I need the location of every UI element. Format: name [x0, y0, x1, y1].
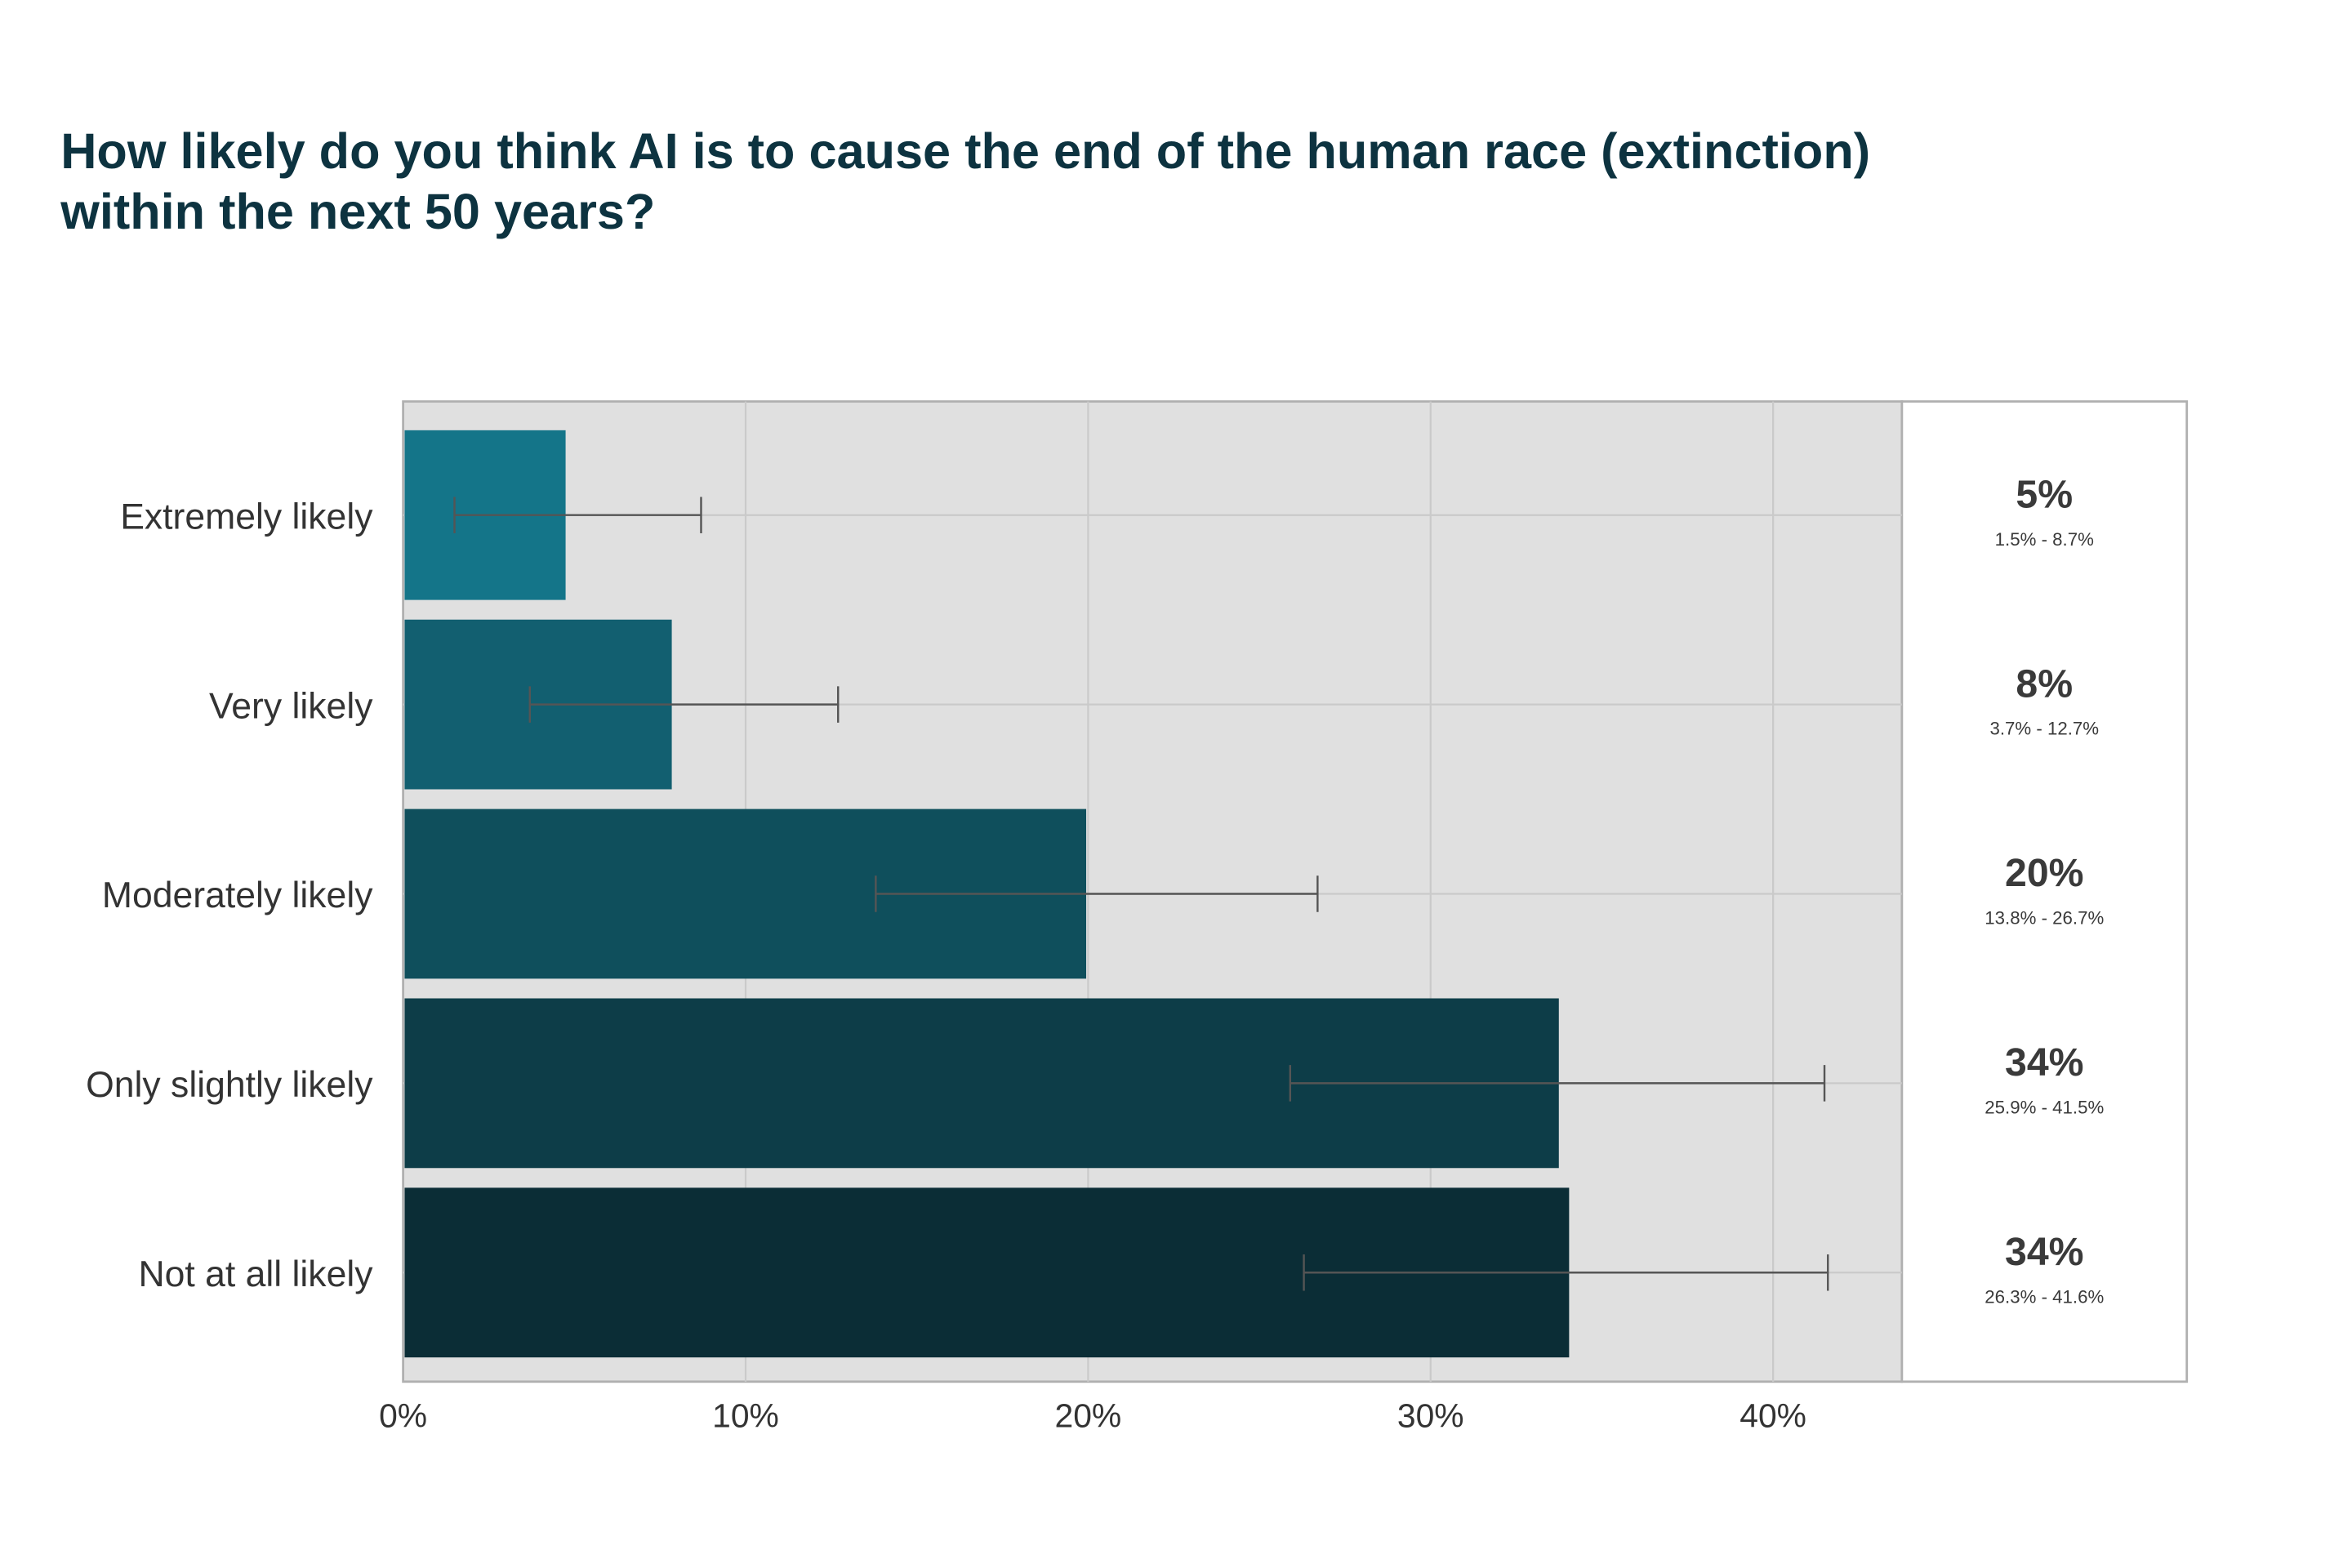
y-category-label: Moderately likely [102, 875, 373, 915]
x-tick-label: 10% [712, 1396, 779, 1434]
ci-label: 1.5% - 8.7% [1995, 529, 2094, 550]
value-label: 34% [2005, 1040, 2084, 1085]
x-tick-label: 20% [1055, 1396, 1122, 1434]
chart-title-line-1: How likely do you think AI is to cause t… [60, 123, 1870, 179]
ci-label: 25.9% - 41.5% [1984, 1097, 2104, 1117]
value-panel [1900, 400, 2189, 1383]
y-category-label: Extremely likely [120, 497, 373, 537]
value-label: 20% [2005, 851, 2084, 895]
y-category-label: Very likely [209, 686, 373, 726]
x-tick-label: 30% [1397, 1396, 1464, 1434]
chart-title-line-2: within the next 50 years? [60, 184, 655, 239]
x-tick-label: 0% [379, 1396, 427, 1434]
value-label: 5% [2016, 472, 2073, 516]
ci-label: 26.3% - 41.6% [1984, 1286, 2104, 1307]
y-category-label: Only slightly likely [86, 1065, 373, 1105]
value-label: 8% [2016, 662, 2073, 706]
y-category-label: Not at all likely [138, 1254, 373, 1294]
value-label: 34% [2005, 1230, 2084, 1274]
x-tick-label: 40% [1740, 1396, 1806, 1434]
ci-label: 13.8% - 26.7% [1984, 908, 2104, 929]
ci-label: 3.7% - 12.7% [1989, 719, 2099, 739]
